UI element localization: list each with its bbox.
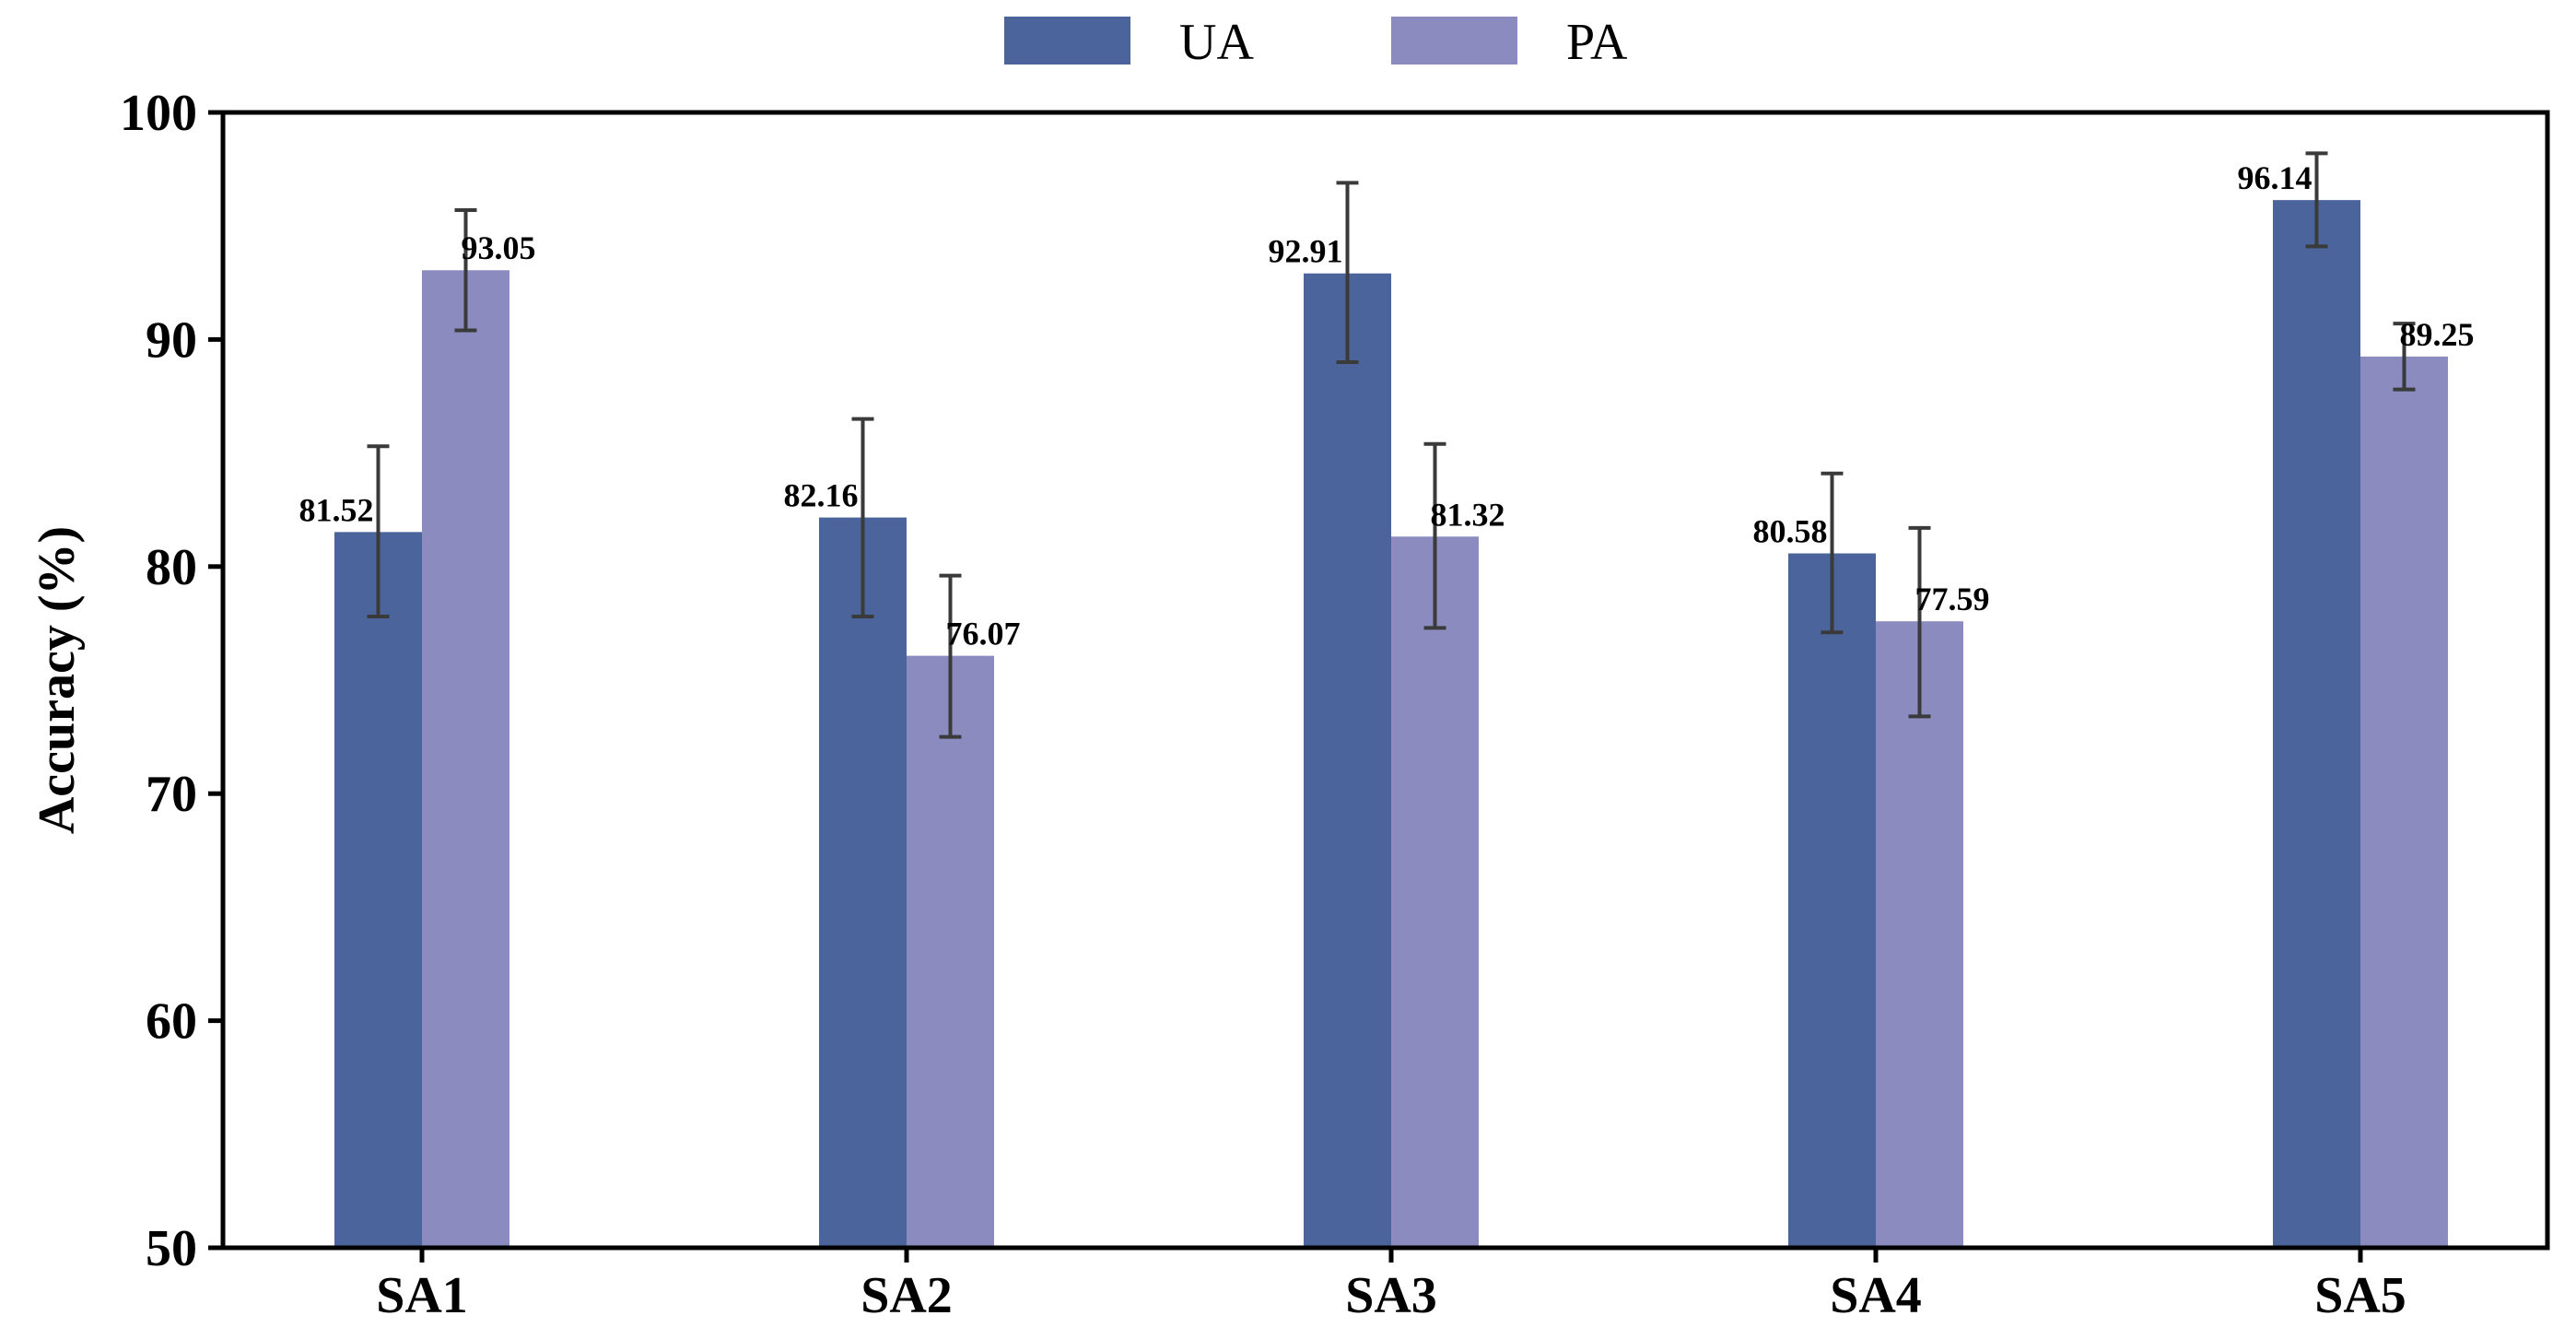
x-tick-label: SA2 bbox=[861, 1267, 953, 1324]
y-tick-label: 60 bbox=[146, 993, 197, 1051]
data-label-pa-sa2: 76.07 bbox=[946, 616, 1021, 652]
data-label-pa-sa4: 77.59 bbox=[1915, 581, 1990, 617]
legend-swatch-ua bbox=[1004, 17, 1130, 65]
data-label-pa-sa1: 93.05 bbox=[462, 229, 536, 266]
y-tick-label: 70 bbox=[146, 766, 197, 823]
y-tick-label: 90 bbox=[146, 311, 197, 369]
error-bars bbox=[367, 151, 2416, 739]
data-label-pa-sa3: 81.32 bbox=[1431, 496, 1505, 533]
y-tick-label: 80 bbox=[146, 539, 197, 596]
axis-ticks: 50 60 70 80 90 100 SA1 SA2 SA3 SA4 SA5 bbox=[120, 85, 2406, 1324]
legend-label-ua: UA bbox=[1179, 14, 1254, 71]
bar-ua-sa2 bbox=[819, 517, 907, 1248]
bar-ua-sa4 bbox=[1788, 553, 1876, 1248]
data-label-pa-sa5: 89.25 bbox=[2400, 316, 2475, 353]
x-tick-label: SA1 bbox=[376, 1267, 468, 1324]
data-label-ua-sa3: 92.91 bbox=[1269, 233, 1343, 270]
y-tick-label: 50 bbox=[146, 1220, 197, 1277]
x-tick-label: SA4 bbox=[1830, 1267, 1922, 1324]
bar-pa-sa1 bbox=[422, 270, 509, 1248]
data-labels: 81.52 82.16 92.91 80.58 96.14 93.05 76.07 81.32… bbox=[299, 159, 2475, 652]
bars bbox=[334, 200, 2448, 1249]
x-tick-label: SA3 bbox=[1345, 1267, 1437, 1324]
bar-pa-sa3 bbox=[1391, 536, 1479, 1248]
data-label-ua-sa1: 81.52 bbox=[299, 491, 374, 528]
bar-pa-sa2 bbox=[907, 655, 994, 1248]
data-label-ua-sa4: 80.58 bbox=[1753, 513, 1828, 550]
x-tick-label: SA5 bbox=[2314, 1267, 2406, 1324]
bar-ua-sa3 bbox=[1304, 273, 1391, 1248]
bar-pa-sa5 bbox=[2360, 356, 2448, 1248]
legend: UA PA bbox=[1004, 14, 1628, 71]
y-axis-label: Accuracy (%) bbox=[29, 526, 86, 834]
bar-ua-sa1 bbox=[334, 532, 422, 1248]
bar-ua-sa5 bbox=[2273, 200, 2360, 1249]
data-label-ua-sa2: 82.16 bbox=[784, 477, 859, 514]
legend-label-pa: PA bbox=[1566, 14, 1628, 71]
data-label-ua-sa5: 96.14 bbox=[2238, 159, 2313, 196]
bar-pa-sa4 bbox=[1876, 621, 1963, 1248]
y-tick-label: 100 bbox=[120, 85, 197, 142]
plot-frame bbox=[220, 110, 2550, 1251]
legend-swatch-pa bbox=[1391, 17, 1517, 65]
